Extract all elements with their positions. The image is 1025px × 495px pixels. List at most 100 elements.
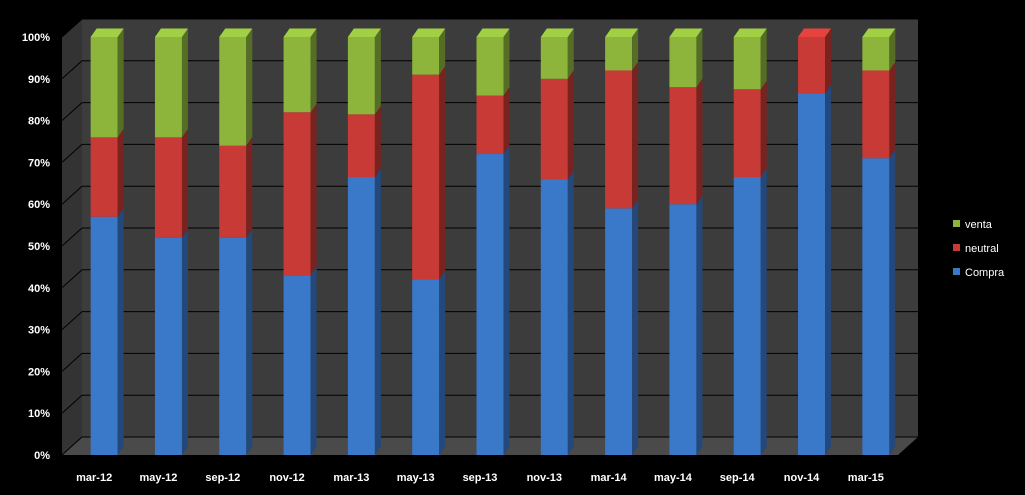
bar-neutral <box>798 37 826 94</box>
y-axis-tick-labels: 0% 10% 20% 30% 40% 50% 60% 70% 80% 90% 100% <box>22 32 50 462</box>
bar-stack <box>798 28 832 456</box>
bar-compra <box>605 208 633 455</box>
bar-top-venta <box>90 28 124 37</box>
bar-side-compra <box>439 270 446 455</box>
bar-side-compra <box>117 208 124 455</box>
bar-side-venta <box>696 28 703 88</box>
bar-compra <box>347 177 375 455</box>
bar-side-neutral <box>181 128 188 238</box>
legend-label-neutral: neutral <box>965 243 999 255</box>
bar-top-neutral <box>798 28 832 37</box>
y-tick-label: 20% <box>28 366 50 378</box>
bar-venta <box>733 37 761 90</box>
bar-stack <box>347 28 381 455</box>
y-tick-label: 40% <box>28 283 50 295</box>
x-tick-label: sep-14 <box>720 472 756 484</box>
x-tick-label: may-13 <box>397 472 435 484</box>
bar-side-neutral <box>825 28 832 94</box>
x-tick-label: mar-12 <box>76 472 112 484</box>
bar-side-venta <box>439 28 446 75</box>
bar-side-neutral <box>117 128 124 217</box>
gridline <box>61 352 918 372</box>
bar-venta <box>862 37 890 71</box>
x-tick-label: nov-13 <box>527 472 562 484</box>
legend-swatch-compra <box>953 268 960 275</box>
gridline <box>61 227 918 247</box>
bar-neutral <box>862 70 890 159</box>
bar-top-venta <box>412 28 446 37</box>
bar-neutral <box>540 78 568 180</box>
x-axis-tick-labels: mar-12 may-12 sep-12 nov-12 mar-13 may-13 sep-… <box>76 472 884 484</box>
x-tick-label: may-14 <box>654 472 693 484</box>
bars <box>90 28 896 456</box>
bar-compra <box>733 177 761 455</box>
bar-compra <box>798 93 826 456</box>
bar-stack <box>862 28 896 455</box>
bar-neutral <box>476 95 504 155</box>
bar-side-neutral <box>439 66 446 280</box>
bar-stack <box>605 28 639 455</box>
legend-label-compra: Compra <box>965 267 1005 279</box>
bar-neutral <box>283 112 311 276</box>
bar-side-compra <box>246 229 253 455</box>
y-tick-label: 0% <box>34 450 50 462</box>
bar-side-venta <box>310 28 317 113</box>
bar-neutral <box>347 114 375 178</box>
bar-side-compra <box>889 149 896 455</box>
bar-compra <box>540 179 568 455</box>
bar-top-venta <box>347 28 381 37</box>
bar-venta <box>540 37 568 79</box>
bar-venta <box>90 37 118 138</box>
bar-stack <box>283 28 317 455</box>
legend-label-venta: venta <box>965 219 993 231</box>
bar-stack <box>219 28 253 455</box>
bar-side-compra <box>503 145 510 456</box>
x-tick-label: sep-12 <box>205 472 240 484</box>
bar-top-venta <box>605 28 639 37</box>
x-tick-label: nov-14 <box>784 472 820 484</box>
gridline <box>61 394 918 414</box>
y-tick-label: 70% <box>28 157 50 169</box>
bar-venta <box>412 37 440 75</box>
bar-venta <box>605 37 633 71</box>
gridlines <box>61 18 918 456</box>
bar-stack <box>476 28 510 456</box>
bar-side-venta <box>246 28 253 146</box>
bar-stack <box>412 28 446 455</box>
bar-neutral <box>669 87 697 205</box>
bar-stack <box>733 28 767 455</box>
bar-venta <box>669 37 697 88</box>
y-tick-label: 30% <box>28 325 50 337</box>
bar-compra <box>669 204 697 455</box>
bar-side-venta <box>567 28 574 79</box>
gridline <box>61 185 918 205</box>
gridline <box>61 60 918 80</box>
bar-top-venta <box>154 28 188 37</box>
y-tick-label: 10% <box>28 408 50 420</box>
bar-compra <box>219 237 247 455</box>
bar-top-venta <box>540 28 574 37</box>
bar-side-venta <box>760 28 767 90</box>
bar-side-compra <box>374 168 381 455</box>
bar-compra <box>412 279 440 455</box>
bar-neutral <box>90 137 118 217</box>
bar-stack <box>90 28 124 455</box>
bar-side-neutral <box>760 80 767 178</box>
bar-venta <box>219 37 247 146</box>
bar-side-neutral <box>374 105 381 178</box>
bar-side-venta <box>117 28 124 138</box>
bar-side-compra <box>310 266 317 455</box>
bar-top-venta <box>733 28 767 37</box>
y-tick-label: 80% <box>28 116 50 128</box>
bar-side-compra <box>760 168 767 455</box>
y-tick-label: 60% <box>28 199 50 211</box>
y-tick-label: 100% <box>22 32 50 44</box>
bar-side-neutral <box>310 103 317 276</box>
bar-side-neutral <box>696 78 703 205</box>
legend-swatch-neutral <box>953 244 960 251</box>
gridline <box>61 436 918 456</box>
x-tick-label: mar-13 <box>333 472 369 484</box>
bar-side-compra <box>825 84 832 456</box>
gridline <box>61 18 918 38</box>
bar-top-venta <box>669 28 703 37</box>
